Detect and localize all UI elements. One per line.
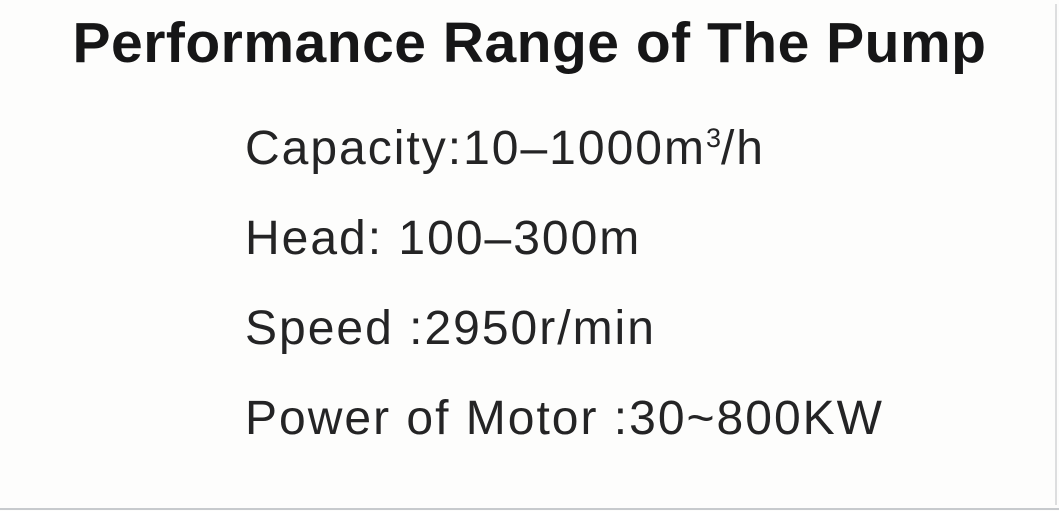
scan-border-bottom <box>0 508 1059 510</box>
page-title: Performance Range of The Pump <box>72 11 987 75</box>
spec-head-text: Head: 100–300m <box>245 212 642 265</box>
spec-capacity: Capacity:10–1000m3/h <box>245 122 765 175</box>
spec-head: Head: 100–300m <box>245 194 884 284</box>
spec-power-text: Power of Motor :30~800KW <box>245 392 884 445</box>
spec-capacity-unit: /h <box>720 122 765 175</box>
spec-capacity-text: Capacity:10–1000m <box>245 122 706 175</box>
spec-power-of-motor: Power of Motor :30~800KW <box>245 374 884 464</box>
spec-speed-text: Speed :2950r/min <box>245 302 656 355</box>
scan-border-right <box>1055 4 1057 505</box>
spec-speed: Speed :2950r/min <box>245 284 884 374</box>
spec-list: Capacity:10–1000m3/h Head: 100–300m Spee… <box>245 104 884 464</box>
